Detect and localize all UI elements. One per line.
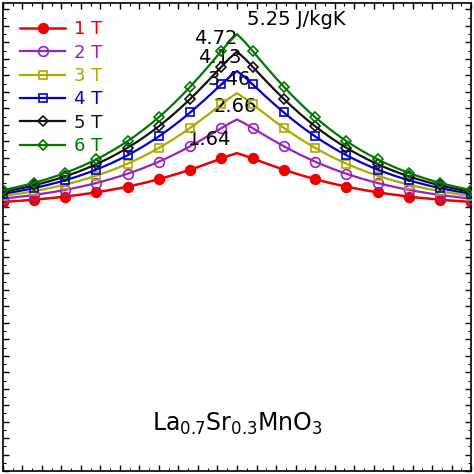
Text: 4.72: 4.72 xyxy=(194,28,237,48)
Text: La$_{0.7}$Sr$_{0.3}$MnO$_3$: La$_{0.7}$Sr$_{0.3}$MnO$_3$ xyxy=(152,411,322,438)
Text: 5.25 J/kgK: 5.25 J/kgK xyxy=(247,10,345,29)
Text: 3.46: 3.46 xyxy=(208,70,251,89)
Text: 2.66: 2.66 xyxy=(214,97,257,116)
Legend: 1 T, 2 T, 3 T, 4 T, 5 T, 6 T: 1 T, 2 T, 3 T, 4 T, 5 T, 6 T xyxy=(17,17,106,159)
Text: 4.13: 4.13 xyxy=(198,48,241,67)
Text: 1.64: 1.64 xyxy=(188,130,232,149)
